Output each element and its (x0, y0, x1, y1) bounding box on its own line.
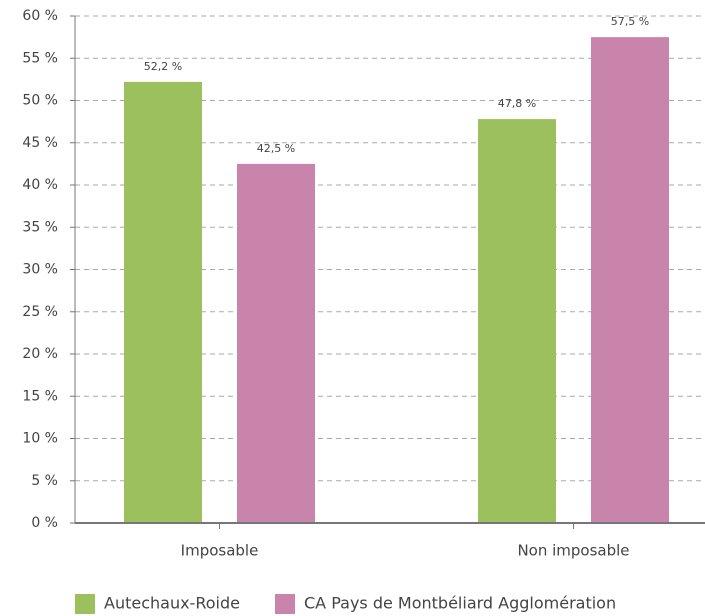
legend-label: CA Pays de Montbéliard Agglomération (304, 594, 616, 613)
value-label: 57,5 % (611, 15, 649, 28)
bar (237, 163, 315, 523)
y-tick-label: 45 % (22, 135, 58, 151)
legend-swatch (75, 594, 95, 614)
bar (478, 119, 556, 523)
value-label: 47,8 % (498, 97, 536, 110)
y-tick-label: 5 % (31, 473, 58, 489)
y-tick-label: 0 % (31, 515, 58, 531)
y-tick-label: 55 % (22, 50, 58, 66)
legend-label: Autechaux-Roide (104, 594, 240, 613)
bar (124, 81, 202, 523)
y-tick-label: 60 % (22, 8, 58, 24)
y-tick-label: 40 % (22, 177, 58, 193)
y-tick-label: 10 % (22, 431, 58, 447)
value-label: 52,2 % (144, 60, 182, 73)
y-tick-label: 20 % (22, 346, 58, 362)
y-tick-label: 35 % (22, 219, 58, 235)
y-tick-label: 15 % (22, 388, 58, 404)
x-tick-label: Imposable (181, 542, 259, 560)
y-tick-label: 25 % (22, 304, 58, 320)
y-tick-label: 50 % (22, 93, 58, 109)
y-tick-label: 30 % (22, 262, 58, 278)
bar (591, 37, 669, 523)
value-label: 42,5 % (257, 142, 295, 155)
legend-swatch (275, 594, 295, 614)
x-tick-label: Non imposable (517, 542, 629, 560)
